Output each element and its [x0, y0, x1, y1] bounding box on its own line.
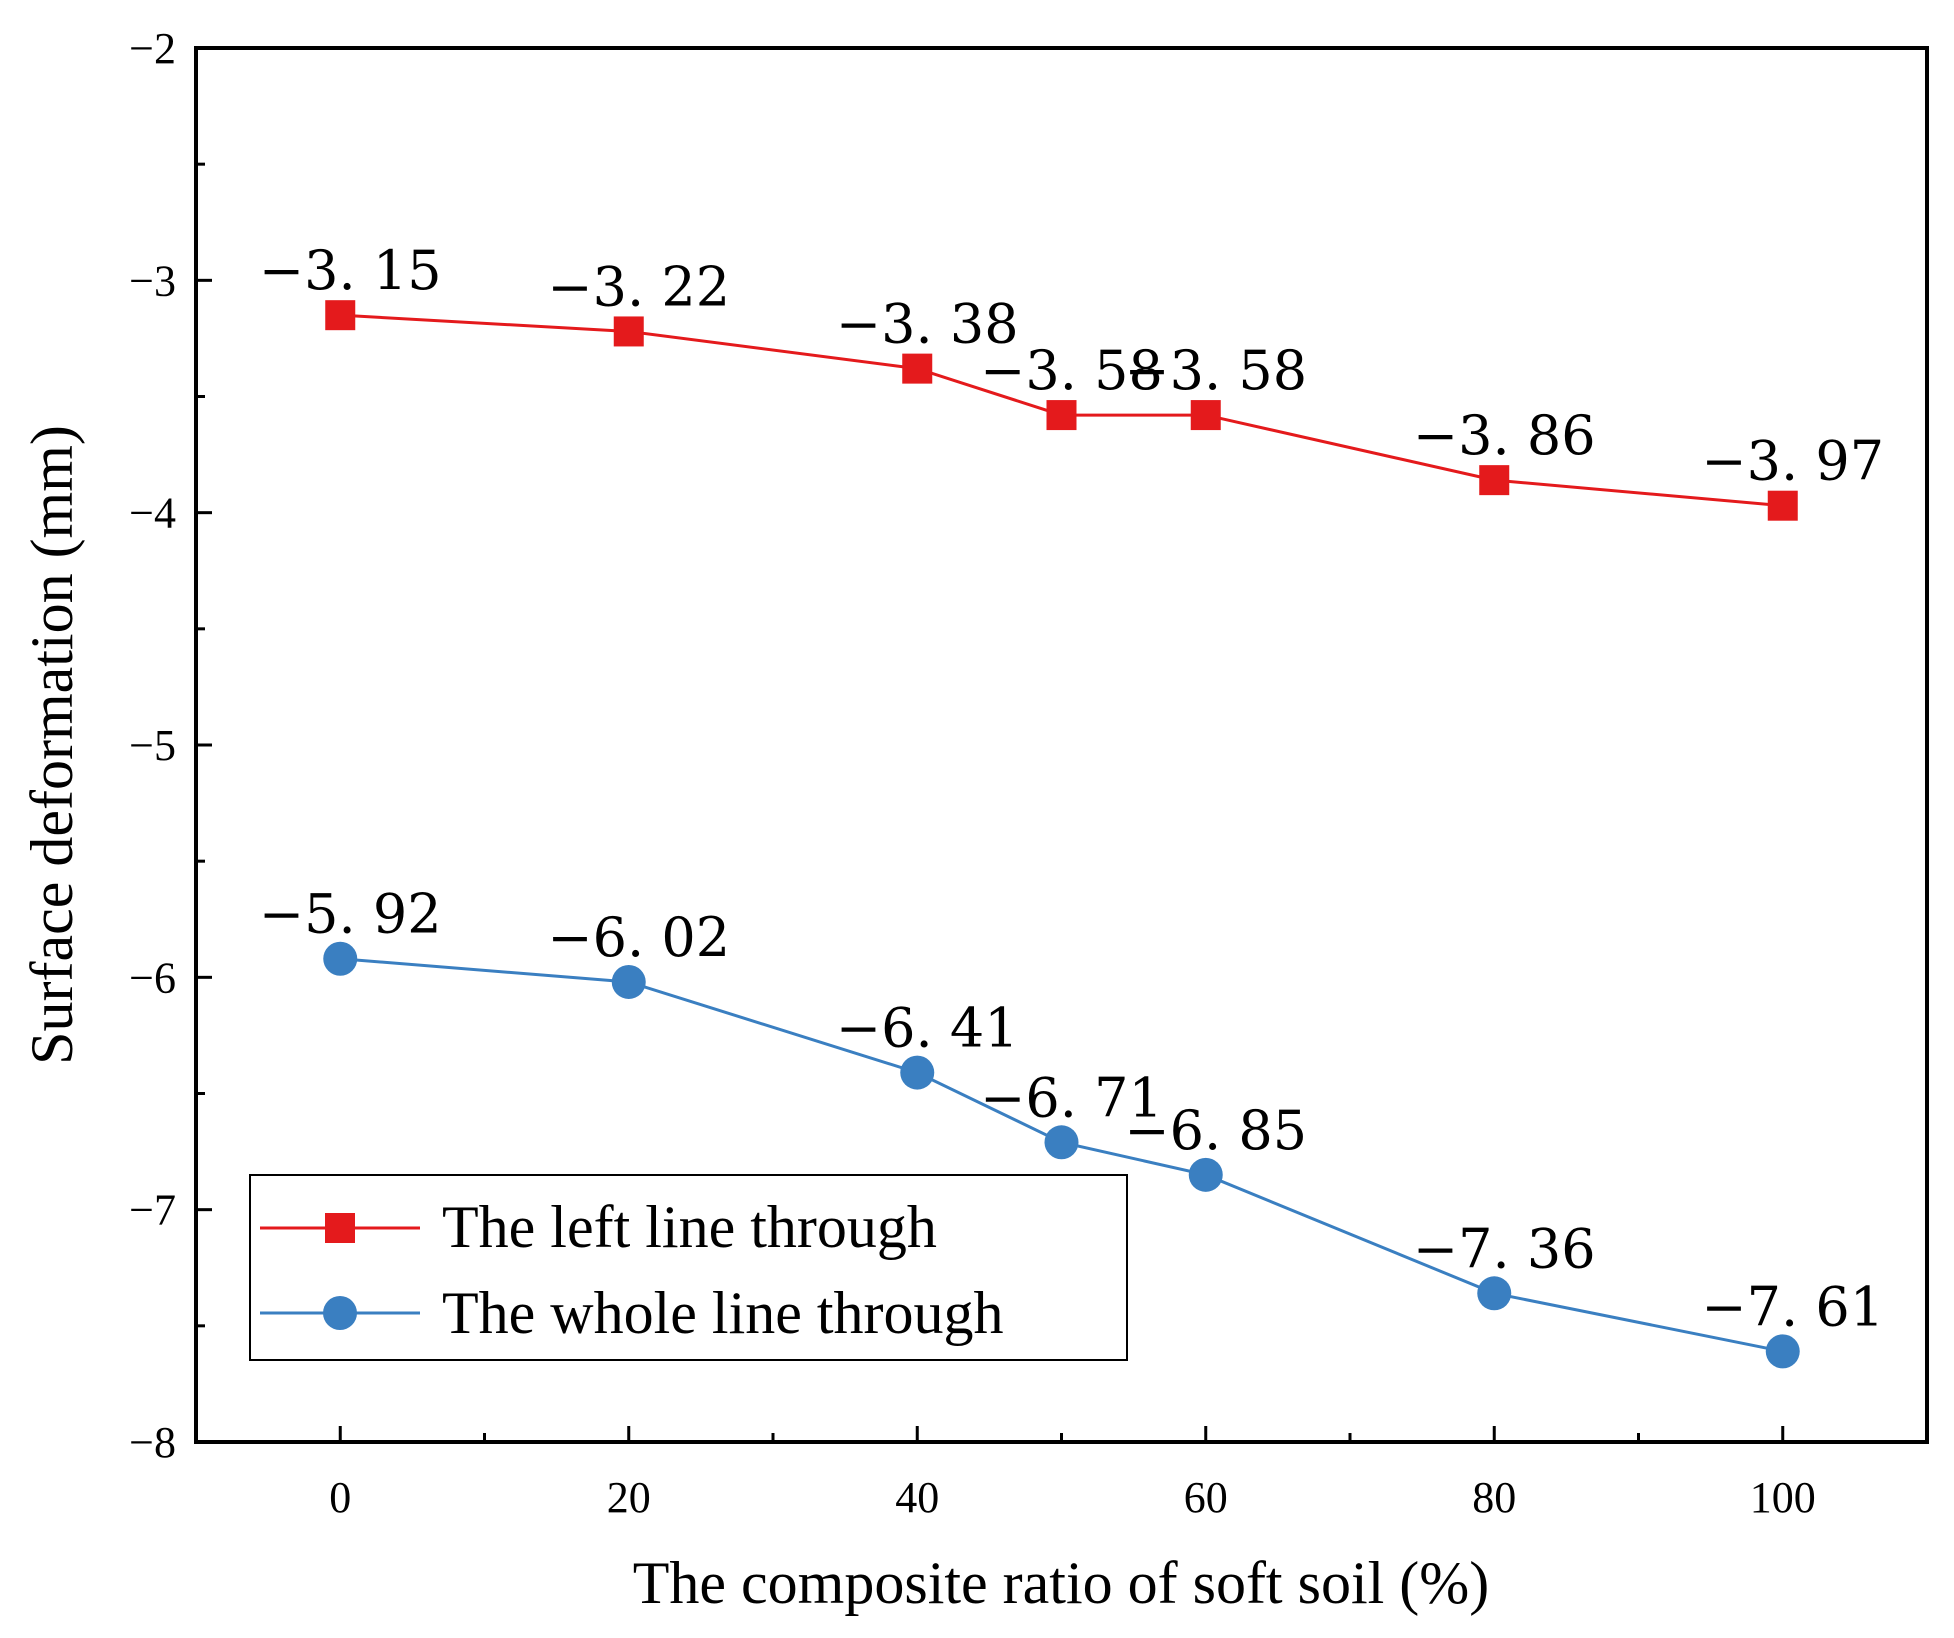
data-point: [1477, 1276, 1512, 1311]
data-label: −3. 15: [259, 239, 442, 302]
x-axis-title: The composite ratio of soft soil (%): [633, 1550, 1489, 1616]
data-point: [1767, 490, 1798, 521]
data-label: −6. 85: [1124, 1099, 1307, 1162]
legend-box: [249, 1174, 1128, 1361]
data-point: [611, 964, 646, 999]
legend-label-left: The left line through: [442, 1194, 937, 1260]
data-label: −3. 22: [547, 255, 730, 318]
y-axis-title: Surface deformation (mm): [19, 425, 85, 1065]
y-tick-label: −3: [129, 256, 176, 305]
legend-label-whole: The whole line through: [442, 1280, 1004, 1346]
y-tick-label: −6: [129, 953, 176, 1002]
y-tick-label: −5: [129, 721, 176, 770]
data-point: [902, 353, 933, 384]
legend-marker-left: [325, 1213, 355, 1243]
legend: The left line through The whole line thr…: [249, 1174, 1128, 1361]
data-point: [1190, 400, 1221, 431]
data-label: −3. 58: [1124, 339, 1307, 402]
data-point: [1046, 400, 1077, 431]
data-label: −7. 61: [1701, 1275, 1884, 1338]
data-label: −7. 36: [1413, 1217, 1596, 1280]
legend-marker-whole: [323, 1296, 357, 1330]
data-label: −3. 97: [1701, 430, 1884, 493]
data-point: [613, 316, 644, 347]
x-tick-label: 0: [329, 1473, 351, 1522]
data-label: −3. 86: [1413, 404, 1596, 467]
data-point: [1479, 465, 1510, 496]
data-point: [1765, 1334, 1800, 1369]
data-point: [1188, 1157, 1223, 1192]
y-tick-label: −4: [129, 489, 176, 538]
x-tick-label: 80: [1472, 1473, 1516, 1522]
x-tick-label: 20: [607, 1473, 651, 1522]
y-tick-label: −7: [129, 1186, 176, 1235]
data-label: −3. 58: [980, 339, 1163, 402]
data-point: [325, 300, 356, 331]
x-tick-label: 60: [1184, 1473, 1228, 1522]
data-label: −6. 71: [980, 1066, 1163, 1129]
x-tick-label: 40: [895, 1473, 939, 1522]
data-point: [1044, 1125, 1079, 1160]
data-point: [323, 941, 358, 976]
y-tick-label: −2: [129, 24, 176, 73]
data-label: −5. 92: [259, 883, 442, 946]
data-point: [900, 1055, 935, 1090]
x-tick-label: 100: [1750, 1473, 1816, 1522]
data-label: −6. 41: [836, 997, 1019, 1060]
data-label: −6. 02: [547, 906, 730, 969]
y-tick-label: −8: [129, 1418, 176, 1467]
data-label: −3. 38: [836, 293, 1019, 356]
